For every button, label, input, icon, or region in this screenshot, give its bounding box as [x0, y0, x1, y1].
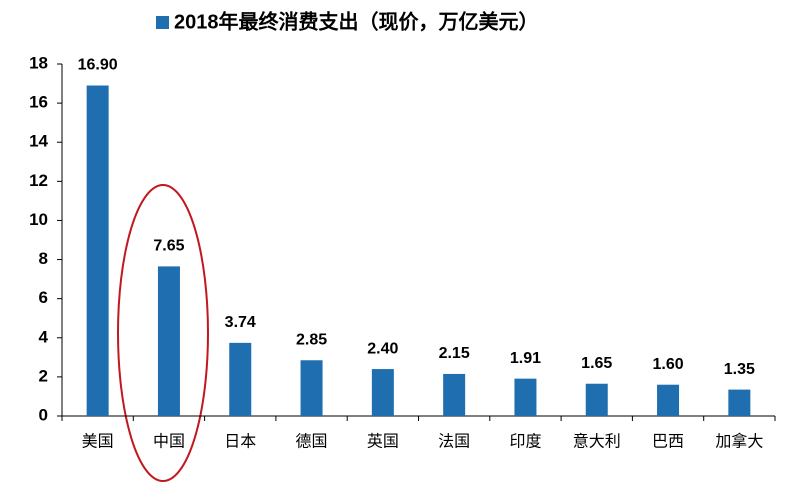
x-tick-label: 中国: [153, 432, 185, 451]
x-tick-label: 巴西: [652, 432, 684, 451]
y-tick-label: 16: [29, 93, 48, 112]
bar: [300, 360, 323, 416]
x-tick-label: 意大利: [573, 432, 621, 451]
x-tick-label: 英国: [367, 432, 399, 451]
x-tick-label: 德国: [296, 432, 328, 451]
y-tick-label: 14: [29, 132, 48, 151]
y-tick-label: 0: [39, 405, 48, 424]
y-tick-label: 6: [39, 288, 48, 307]
legend-label: 2018年最终消费支出（现价，万亿美元）: [174, 9, 539, 33]
y-tick-label: 10: [29, 210, 48, 229]
value-label: 2.40: [367, 340, 398, 357]
bar: [657, 384, 680, 416]
value-label: 7.65: [153, 238, 184, 255]
legend-swatch: [156, 16, 169, 29]
highlight-ellipse: [117, 184, 209, 482]
value-label: 3.74: [225, 314, 256, 331]
value-label: 1.60: [652, 356, 683, 373]
bar: [86, 85, 109, 416]
value-label: 1.65: [581, 355, 612, 372]
x-tick-label: 法国: [438, 432, 470, 451]
bar: [229, 342, 252, 416]
y-tick-label: 4: [39, 327, 49, 346]
bar: [728, 389, 751, 416]
bar: [514, 378, 537, 416]
value-label: 1.91: [510, 350, 541, 367]
x-tick-label: 加拿大: [715, 432, 763, 451]
value-label: 2.85: [296, 331, 327, 348]
bar: [443, 373, 466, 416]
x-tick-label: 美国: [82, 432, 114, 451]
bar: [371, 369, 394, 416]
bar: [157, 266, 180, 416]
x-tick-label: 日本: [224, 432, 256, 451]
x-tick-label: 印度: [509, 432, 541, 451]
y-tick-label: 18: [29, 53, 48, 72]
bar: [585, 383, 608, 416]
value-label: 2.15: [439, 345, 470, 362]
value-label: 1.35: [724, 361, 755, 378]
y-tick-label: 2: [39, 366, 48, 385]
y-tick-label: 12: [29, 171, 48, 190]
y-tick-label: 8: [39, 249, 48, 268]
value-label: 16.90: [78, 57, 118, 74]
